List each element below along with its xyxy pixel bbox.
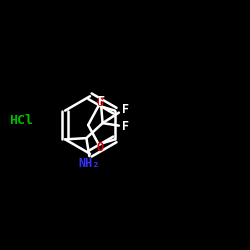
Text: NH₂: NH₂	[79, 156, 100, 170]
Text: O: O	[96, 141, 104, 154]
Text: F: F	[122, 120, 129, 133]
Text: F: F	[122, 103, 129, 116]
Text: F: F	[98, 95, 105, 108]
Text: HCl: HCl	[9, 114, 33, 126]
Text: O: O	[96, 96, 104, 109]
